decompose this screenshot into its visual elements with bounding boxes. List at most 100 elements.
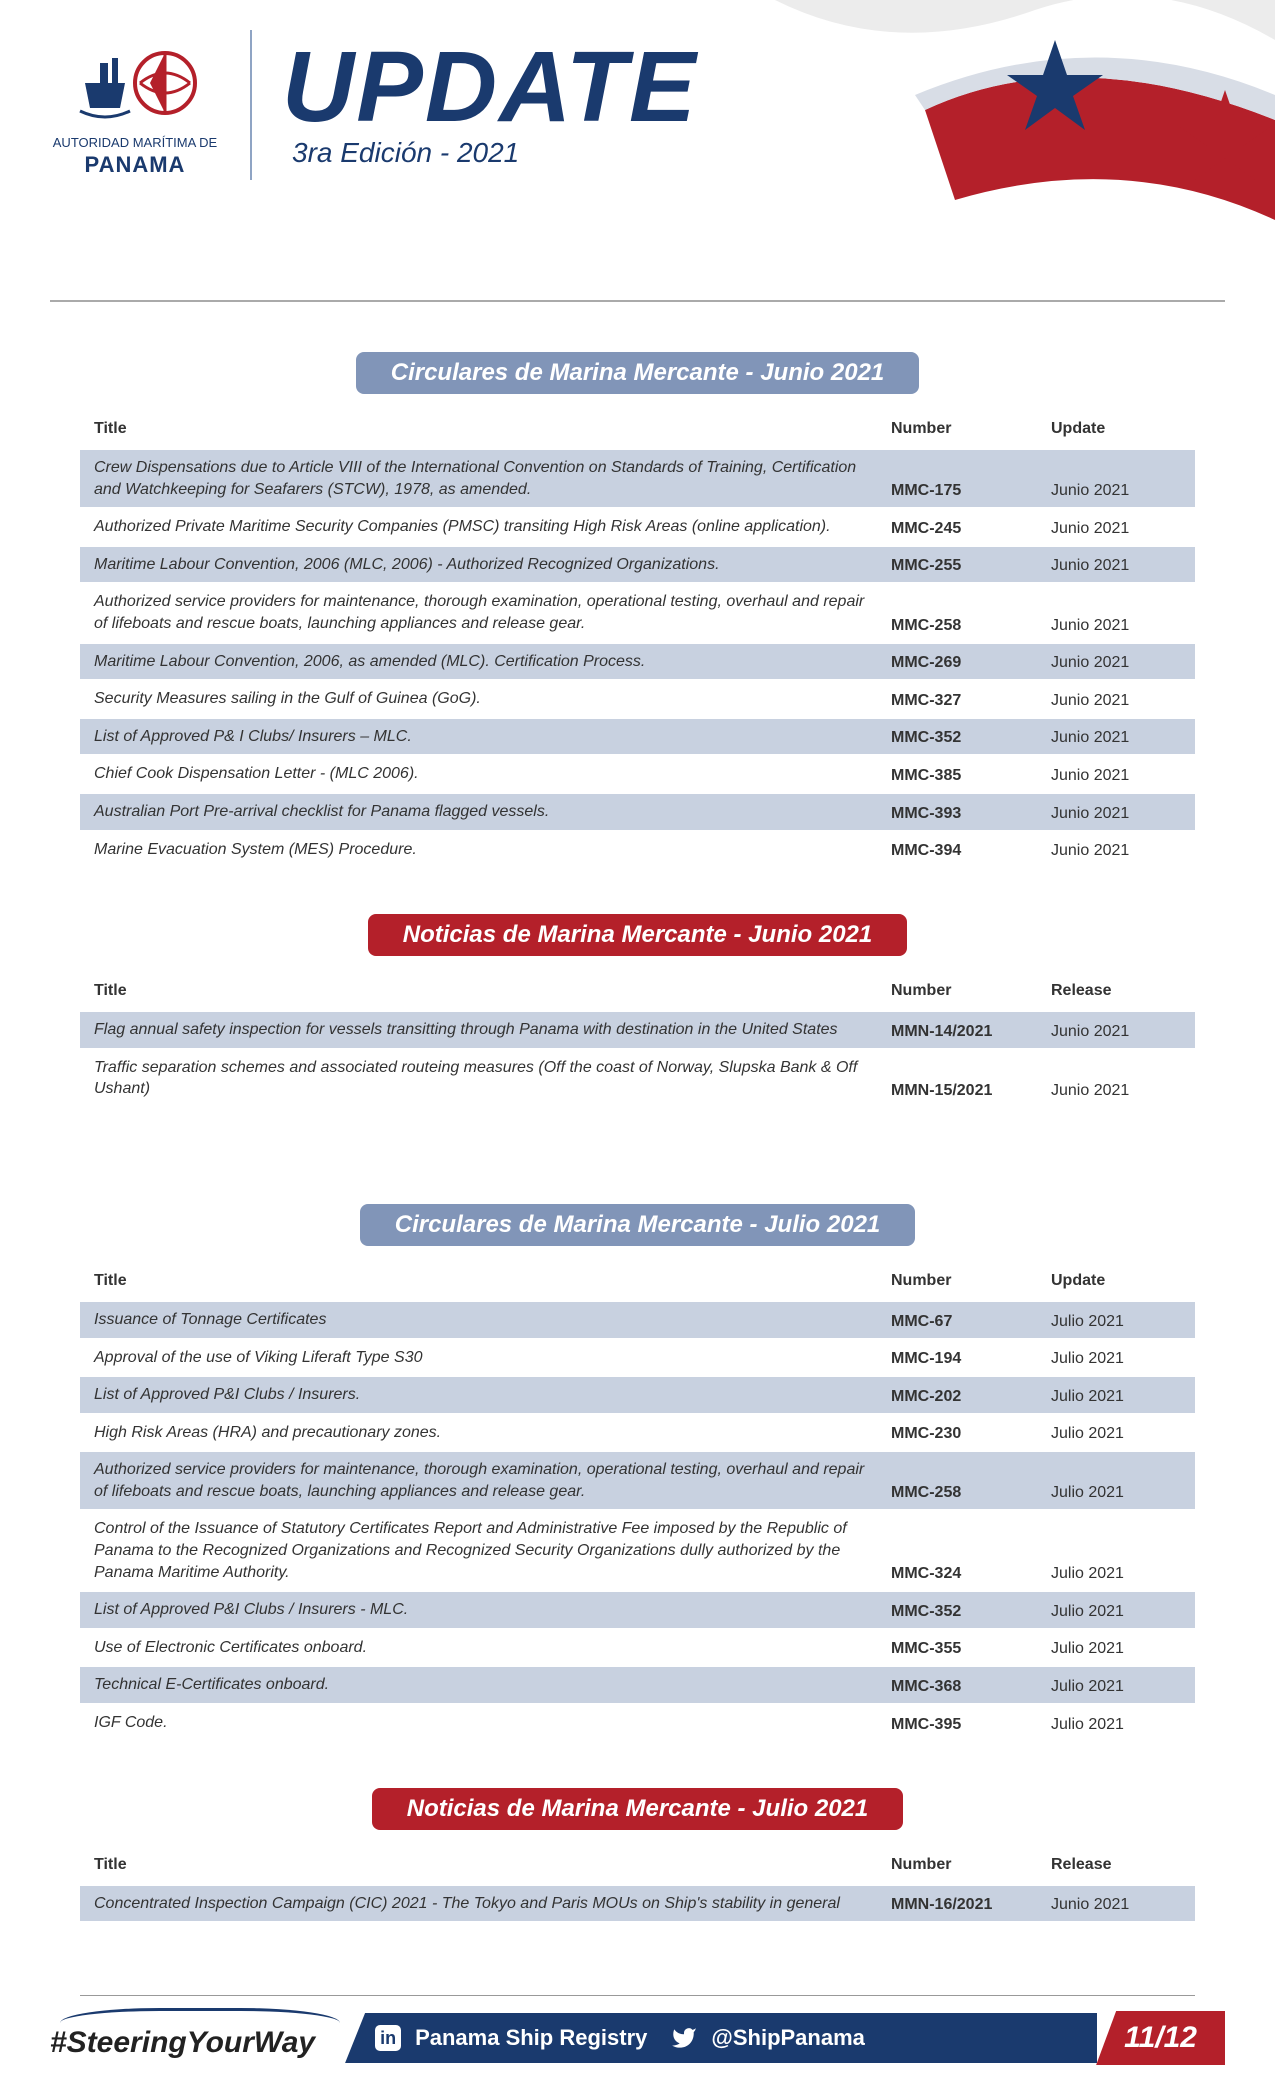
row-number: MMC-255 — [885, 546, 1045, 584]
row-title: Security Measures sailing in the Gulf of… — [80, 680, 885, 718]
row-title: List of Approved P&I Clubs / Insurers - … — [80, 1591, 885, 1629]
row-update: Julio 2021 — [1045, 1339, 1195, 1377]
table-row: Authorized Private Maritime Security Com… — [80, 508, 1195, 546]
row-title: Crew Dispensations due to Article VIII o… — [80, 450, 885, 508]
row-title: Technical E-Certificates onboard. — [80, 1666, 885, 1704]
org-name-line2: PANAMA — [50, 152, 220, 178]
row-title: Authorized service providers for mainten… — [80, 1451, 885, 1510]
table-row: List of Approved P&I Clubs / Insurers.MM… — [80, 1376, 1195, 1414]
row-title: List of Approved P& I Clubs/ Insurers – … — [80, 718, 885, 756]
col-update: Release — [1045, 1848, 1195, 1886]
twitter-icon — [671, 2025, 697, 2051]
row-number: MMC-67 — [885, 1302, 1045, 1339]
data-table: TitleNumberUpdateIssuance of Tonnage Cer… — [80, 1264, 1195, 1743]
row-update: Julio 2021 — [1045, 1376, 1195, 1414]
linkedin-label: Panama Ship Registry — [415, 2025, 647, 2051]
table-row: Traffic separation schemes and associate… — [80, 1049, 1195, 1108]
table-row: Security Measures sailing in the Gulf of… — [80, 680, 1195, 718]
row-title: Concentrated Inspection Campaign (CIC) 2… — [80, 1886, 885, 1923]
row-update: Junio 2021 — [1045, 546, 1195, 584]
section-heading: Circulares de Marina Mercante - Julio 20… — [360, 1204, 916, 1246]
row-update: Julio 2021 — [1045, 1302, 1195, 1339]
row-update: Julio 2021 — [1045, 1629, 1195, 1667]
row-title: Maritime Labour Convention, 2006, as ame… — [80, 643, 885, 681]
row-title: List of Approved P&I Clubs / Insurers. — [80, 1376, 885, 1414]
row-number: MMC-327 — [885, 680, 1045, 718]
row-number: MMC-368 — [885, 1666, 1045, 1704]
row-number: MMC-324 — [885, 1510, 1045, 1591]
hashtag-block: #SteeringYourWay — [50, 2016, 315, 2060]
row-update: Junio 2021 — [1045, 755, 1195, 793]
row-title: Chief Cook Dispensation Letter - (MLC 20… — [80, 755, 885, 793]
row-number: MMC-245 — [885, 508, 1045, 546]
row-title: Traffic separation schemes and associate… — [80, 1049, 885, 1108]
row-title: Flag annual safety inspection for vessel… — [80, 1012, 885, 1049]
row-update: Julio 2021 — [1045, 1666, 1195, 1704]
doc-title: UPDATE — [282, 42, 698, 132]
row-update: Junio 2021 — [1045, 680, 1195, 718]
table-row: Maritime Labour Convention, 2006, as ame… — [80, 643, 1195, 681]
table-row: List of Approved P& I Clubs/ Insurers – … — [80, 718, 1195, 756]
row-title: Authorized Private Maritime Security Com… — [80, 508, 885, 546]
table-row: IGF Code.MMC-395Julio 2021 — [80, 1704, 1195, 1742]
col-update: Update — [1045, 412, 1195, 450]
row-update: Junio 2021 — [1045, 1886, 1195, 1923]
row-update: Junio 2021 — [1045, 1049, 1195, 1108]
row-update: Junio 2021 — [1045, 793, 1195, 831]
org-logo: AUTORIDAD MARÍTIMA DE PANAMA — [50, 33, 220, 178]
col-update: Release — [1045, 974, 1195, 1012]
twitter-handle: @ShipPanama — [711, 2025, 865, 2051]
row-title: Maritime Labour Convention, 2006 (MLC, 2… — [80, 546, 885, 584]
row-title: Australian Port Pre-arrival checklist fo… — [80, 793, 885, 831]
row-number: MMC-394 — [885, 831, 1045, 869]
title-block: UPDATE 3ra Edición - 2021 — [282, 42, 698, 169]
row-number: MMN-14/2021 — [885, 1012, 1045, 1049]
row-number: MMC-269 — [885, 643, 1045, 681]
row-update: Junio 2021 — [1045, 583, 1195, 642]
row-number: MMC-355 — [885, 1629, 1045, 1667]
row-title: Approval of the use of Viking Liferaft T… — [80, 1339, 885, 1377]
row-title: IGF Code. — [80, 1704, 885, 1742]
table-row: Issuance of Tonnage CertificatesMMC-67Ju… — [80, 1302, 1195, 1339]
col-number: Number — [885, 412, 1045, 450]
col-title: Title — [80, 974, 885, 1012]
row-number: MMC-395 — [885, 1704, 1045, 1742]
row-update: Julio 2021 — [1045, 1414, 1195, 1452]
col-number: Number — [885, 974, 1045, 1012]
arc-decoration — [60, 2008, 340, 2038]
row-number: MMN-15/2021 — [885, 1049, 1045, 1108]
row-update: Julio 2021 — [1045, 1510, 1195, 1591]
page-number: 11/12 — [1096, 2011, 1225, 2065]
table-row: Australian Port Pre-arrival checklist fo… — [80, 793, 1195, 831]
row-number: MMC-230 — [885, 1414, 1045, 1452]
row-title: Issuance of Tonnage Certificates — [80, 1302, 885, 1339]
row-number: MMC-175 — [885, 450, 1045, 508]
table-row: Use of Electronic Certificates onboard.M… — [80, 1629, 1195, 1667]
table-row: Flag annual safety inspection for vessel… — [80, 1012, 1195, 1049]
row-update: Julio 2021 — [1045, 1591, 1195, 1629]
section-heading: Circulares de Marina Mercante - Junio 20… — [356, 352, 920, 394]
table-row: Control of the Issuance of Statutory Cer… — [80, 1510, 1195, 1591]
content: Circulares de Marina Mercante - Junio 20… — [0, 302, 1275, 1923]
flag-decoration — [775, 0, 1275, 220]
row-update: Junio 2021 — [1045, 718, 1195, 756]
row-number: MMC-258 — [885, 583, 1045, 642]
data-table: TitleNumberUpdateCrew Dispensations due … — [80, 412, 1195, 869]
row-update: Junio 2021 — [1045, 450, 1195, 508]
col-number: Number — [885, 1848, 1045, 1886]
footer: #SteeringYourWay in Panama Ship Registry… — [0, 1995, 1275, 2065]
table-row: Crew Dispensations due to Article VIII o… — [80, 450, 1195, 508]
row-update: Julio 2021 — [1045, 1704, 1195, 1742]
row-number: MMC-258 — [885, 1451, 1045, 1510]
table-row: Marine Evacuation System (MES) Procedure… — [80, 831, 1195, 869]
row-update: Junio 2021 — [1045, 508, 1195, 546]
row-title: Marine Evacuation System (MES) Procedure… — [80, 831, 885, 869]
row-title: Authorized service providers for mainten… — [80, 583, 885, 642]
table-row: Chief Cook Dispensation Letter - (MLC 20… — [80, 755, 1195, 793]
row-update: Junio 2021 — [1045, 831, 1195, 869]
table-row: List of Approved P&I Clubs / Insurers - … — [80, 1591, 1195, 1629]
section-heading: Noticias de Marina Mercante - Julio 2021 — [372, 1788, 904, 1830]
section-heading: Noticias de Marina Mercante - Junio 2021 — [368, 914, 908, 956]
row-number: MMN-16/2021 — [885, 1886, 1045, 1923]
row-update: Junio 2021 — [1045, 1012, 1195, 1049]
